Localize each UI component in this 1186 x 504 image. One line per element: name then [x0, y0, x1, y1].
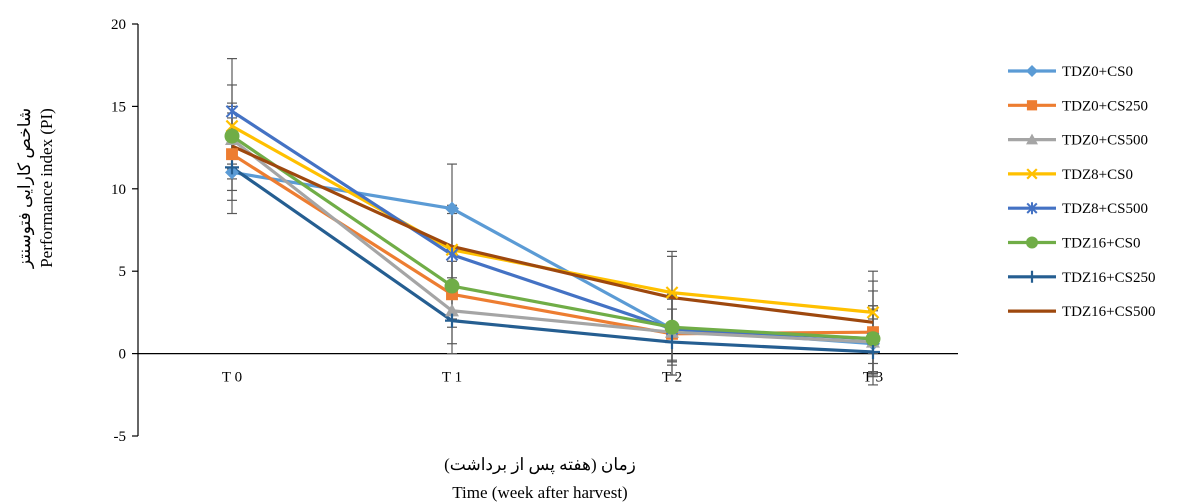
- y-tick-label: 10: [111, 182, 126, 198]
- data-point: [225, 160, 239, 175]
- data-point: [866, 344, 880, 359]
- legend-label: TDZ16+CS500: [1062, 304, 1155, 320]
- legend-marker: [1026, 202, 1038, 215]
- legend-marker: [1026, 168, 1038, 180]
- series-line-3: [231, 138, 874, 344]
- y-tick-label: -5: [114, 429, 127, 445]
- legend-marker: [1026, 270, 1038, 283]
- legend-label: TDZ0+CS500: [1062, 133, 1148, 149]
- data-point: [225, 104, 239, 119]
- axes: [137, 24, 958, 436]
- legend-label: TDZ8+CS0: [1062, 167, 1133, 183]
- legend-label: TDZ8+CS500: [1062, 201, 1148, 217]
- y-tick-label: 15: [111, 99, 126, 115]
- legend-marker: [1026, 133, 1038, 145]
- x-axis-label-fa: زمان (هفته پس از برداشت): [444, 455, 636, 475]
- x-axis-label-en: Time (week after harvest): [452, 483, 627, 502]
- series-line-1: [231, 170, 874, 346]
- series-line-8: [231, 144, 874, 324]
- x-tick-label: T 0: [222, 370, 242, 386]
- legend-marker: [1026, 236, 1038, 249]
- data-point: [664, 319, 680, 335]
- legend: TDZ0+CS0 TDZ0+CS250 TDZ0+CS500 TDZ8+CS0 TDZ8…: [1008, 64, 1155, 320]
- series-line-4: [231, 124, 874, 314]
- data-point: [226, 148, 238, 161]
- series-lines: [231, 110, 874, 354]
- y-axis-label-fa: شاخص کارایی فتوسنتز: [15, 108, 35, 269]
- legend-label: TDZ0+CS250: [1062, 98, 1148, 114]
- data-point: [665, 335, 679, 350]
- data-point: [445, 313, 459, 328]
- legend-label: TDZ16+CS250: [1062, 270, 1155, 286]
- series-markers: [224, 104, 881, 359]
- x-tick-label: T 1: [442, 370, 462, 386]
- x-tick-label: T 2: [662, 370, 682, 386]
- data-point: [444, 278, 460, 294]
- data-point: [665, 286, 679, 300]
- y-tick-label: 20: [111, 17, 126, 33]
- data-point: [865, 331, 881, 347]
- legend-marker: [1026, 65, 1038, 77]
- data-point: [224, 128, 240, 144]
- data-point: [446, 288, 458, 301]
- y-tick-label: 5: [119, 264, 127, 280]
- y-tick-label: 0: [119, 347, 127, 363]
- data-point: [445, 201, 459, 216]
- series-line-7: [231, 166, 874, 354]
- data-point: [445, 247, 459, 262]
- legend-label: TDZ0+CS0: [1062, 64, 1133, 80]
- legend-label: TDZ16+CS0: [1062, 236, 1140, 252]
- data-point: [445, 303, 459, 317]
- series-line-6: [231, 134, 874, 341]
- y-tick-labels: 20 15 10 5 0 -5: [111, 17, 138, 445]
- data-point: [866, 306, 880, 319]
- y-axis-label-en: Performance index (PI): [37, 108, 56, 268]
- legend-marker: [1026, 100, 1038, 111]
